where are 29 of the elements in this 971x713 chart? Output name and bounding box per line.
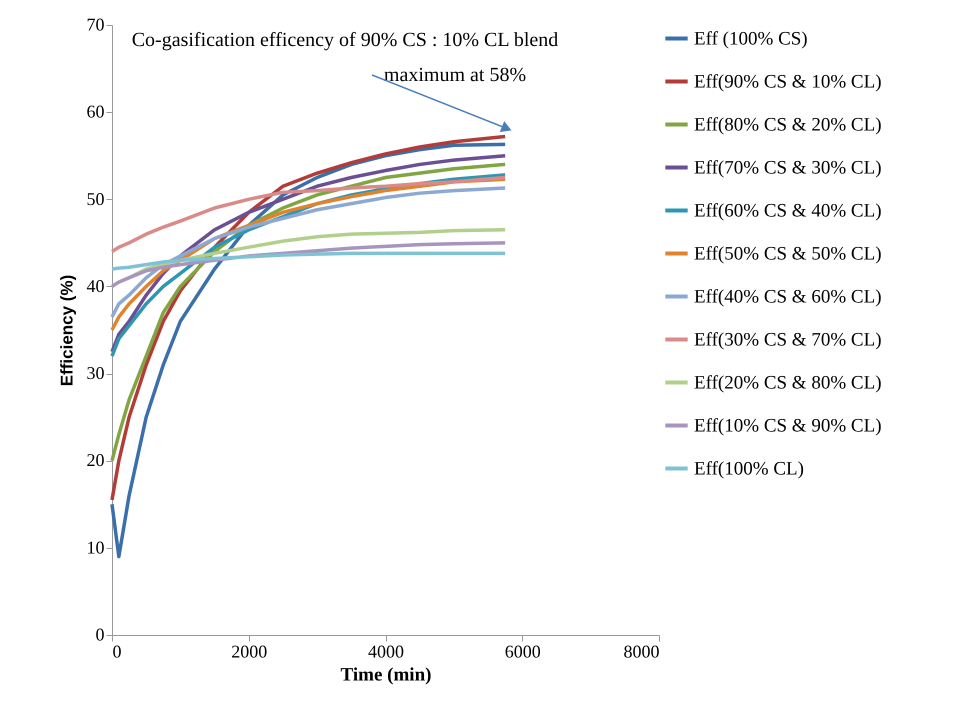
line-series — [110, 176, 507, 254]
x-tick-label: 0 — [112, 642, 122, 662]
y-axis-title: Efficiency (%) — [58, 274, 76, 386]
y-tick-label: 20 — [86, 450, 104, 470]
legend-label: Eff(30% CS & 70% CL) — [694, 330, 882, 350]
legend-label: Eff(60% CS & 40% CL) — [694, 200, 882, 222]
x-axis-title: Time (min) — [340, 664, 432, 686]
y-tick-label: 40 — [86, 276, 104, 296]
line-series — [110, 252, 507, 271]
legend-label: Eff(20% CS & 80% CL) — [694, 372, 882, 394]
y-tick-label: 50 — [86, 188, 104, 209]
legend-label: Eff(80% CS & 20% CL) — [694, 114, 882, 136]
y-tick-label: 10 — [86, 537, 104, 558]
y-tick-label: 60 — [86, 102, 104, 122]
legend-label: Eff(40% CS & 60% CL) — [694, 286, 882, 308]
x-tick-label: 6000 — [504, 642, 541, 662]
x-tick-label: 2000 — [231, 642, 268, 662]
legend-label: Eff(70% CS & 30% CL) — [694, 158, 882, 178]
x-tick-label: 4000 — [368, 642, 404, 662]
y-tick-label: 70 — [86, 14, 104, 34]
y-tick-label: 30 — [86, 363, 104, 384]
legend-label: Eff(90% CS & 10% CL) — [694, 72, 882, 92]
annotation: Co-gasification efficency of 90% CS : 10% CL blend maximum at 58% — [132, 29, 558, 86]
y-tick-label: 0 — [96, 624, 104, 644]
legend-label: Eff(50% CS & 50% CL) — [694, 244, 882, 264]
legend-label: Eff (100% CS) — [694, 28, 808, 50]
x-tick-label: 8000 — [624, 642, 660, 662]
legend-label: Eff(100% CL) — [694, 458, 804, 480]
legend-label: Eff(10% CS & 90% CL) — [694, 416, 882, 436]
